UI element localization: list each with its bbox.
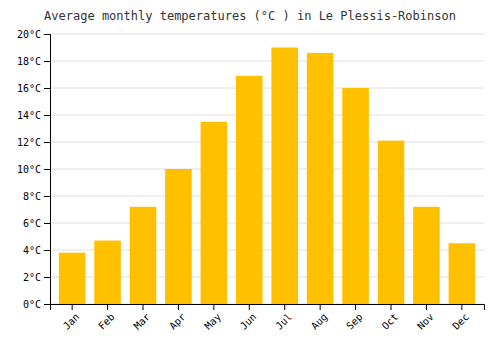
y-tick-mark <box>44 223 50 224</box>
x-tick-mark <box>72 304 73 310</box>
x-tick-mark <box>426 304 427 310</box>
x-tick: Aug <box>309 304 330 332</box>
y-tick: 16°C <box>17 83 50 94</box>
y-tick-mark <box>44 61 50 62</box>
x-tick-mark <box>249 304 250 310</box>
x-tick-label: Dec <box>450 311 471 332</box>
y-tick-label: 10°C <box>17 164 41 175</box>
y-tick-mark <box>44 250 50 251</box>
y-tick-label: 2°C <box>23 272 41 283</box>
y-axis-line <box>44 35 51 305</box>
grid-line <box>50 142 484 143</box>
x-tick-label: Oct <box>380 311 401 332</box>
x-tick-mark <box>284 304 285 310</box>
x-tick-label: Apr <box>167 311 188 332</box>
x-tick-label: Feb <box>96 311 117 332</box>
x-tick-mark <box>107 304 108 310</box>
chart: 0°C 2°C 4°C 6°C 8°C 10°C 12°C 14°C 16°C 18°C 20°C J… <box>0 0 500 350</box>
y-tick: 8°C <box>23 191 50 202</box>
bar <box>130 207 157 304</box>
x-tick-mark <box>320 304 321 310</box>
y-tick: 6°C <box>23 218 50 229</box>
x-tick-mark <box>143 304 144 310</box>
y-tick-mark <box>44 88 50 89</box>
y-tick-label: 0°C <box>23 299 41 310</box>
y-tick: 4°C <box>23 245 50 256</box>
y-tick-label: 14°C <box>17 110 41 121</box>
y-tick: 10°C <box>17 164 50 175</box>
grid <box>50 34 484 304</box>
bar <box>201 122 228 304</box>
y-tick-mark <box>44 34 50 35</box>
bar <box>342 88 369 304</box>
x-tick-mark <box>461 304 462 310</box>
x-tick-label: Nov <box>415 311 436 332</box>
bar <box>413 207 440 304</box>
x-tick-label: Jul <box>273 311 294 332</box>
x-tick: May <box>202 304 223 332</box>
x-tick: Jun <box>238 304 259 332</box>
grid-line <box>50 34 484 35</box>
x-tick-mark <box>178 304 179 310</box>
y-tick-label: 4°C <box>23 245 41 256</box>
x-tick-label: Jun <box>238 311 259 332</box>
bars <box>59 48 475 305</box>
y-tick-label: 6°C <box>23 218 41 229</box>
grid-line <box>50 169 484 170</box>
x-tick-label: Mar <box>132 311 153 332</box>
x-tick-mark <box>355 304 356 310</box>
y-tick: 20°C <box>17 29 50 40</box>
y-tick: 14°C <box>17 110 50 121</box>
y-tick-mark <box>44 277 50 278</box>
x-axis: Jan Feb Mar Apr May Jun Jul Aug Sep Oct Nov Dec <box>51 304 485 332</box>
x-tick-label: Aug <box>309 311 330 332</box>
x-tick-mark <box>391 304 392 310</box>
bar <box>449 243 476 304</box>
bar <box>378 141 405 304</box>
y-tick-mark <box>44 196 50 197</box>
x-tick: Oct <box>380 304 401 332</box>
y-tick-mark <box>44 304 50 305</box>
plot: 0°C 2°C 4°C 6°C 8°C 10°C 12°C 14°C 16°C 18°C 20°C J… <box>17 29 485 332</box>
title: Average monthly temperatures (°C ) in Le… <box>44 9 456 23</box>
x-tick: Apr <box>167 304 188 332</box>
grid-line <box>50 88 484 89</box>
grid-line <box>50 61 484 62</box>
x-tick-mark <box>213 304 214 310</box>
x-tick: Feb <box>96 304 117 332</box>
y-tick-mark <box>44 115 50 116</box>
bar <box>59 253 86 304</box>
y-tick-label: 18°C <box>17 56 41 67</box>
y-tick-mark <box>44 142 50 143</box>
x-tick-label: Jan <box>61 311 82 332</box>
y-tick: 18°C <box>17 56 50 67</box>
grid-line <box>50 196 484 197</box>
y-tick: 12°C <box>17 137 50 148</box>
y-tick: 0°C <box>23 299 50 310</box>
y-tick-label: 12°C <box>17 137 41 148</box>
x-tick: Jul <box>273 304 294 332</box>
y-tick: 2°C <box>23 272 50 283</box>
bar <box>307 53 334 304</box>
y-tick-label: 8°C <box>23 191 41 202</box>
grid-line <box>50 115 484 116</box>
x-tick: Jan <box>61 304 82 332</box>
y-tick-label: 16°C <box>17 83 41 94</box>
bar <box>236 76 263 304</box>
x-tick-label: Sep <box>344 311 365 332</box>
bar <box>271 48 298 305</box>
x-tick: Nov <box>415 304 436 332</box>
y-tick-mark <box>44 169 50 170</box>
x-tick: Sep <box>344 304 365 332</box>
x-tick-label: May <box>202 311 223 332</box>
y-tick-label: 20°C <box>17 29 41 40</box>
x-tick: Dec <box>450 304 471 332</box>
x-tick: Mar <box>132 304 153 332</box>
bar <box>165 169 192 304</box>
y-axis: 0°C 2°C 4°C 6°C 8°C 10°C 12°C 14°C 16°C 18°C 20°C <box>17 29 51 310</box>
bar <box>94 241 121 304</box>
x-axis-line <box>51 305 485 311</box>
